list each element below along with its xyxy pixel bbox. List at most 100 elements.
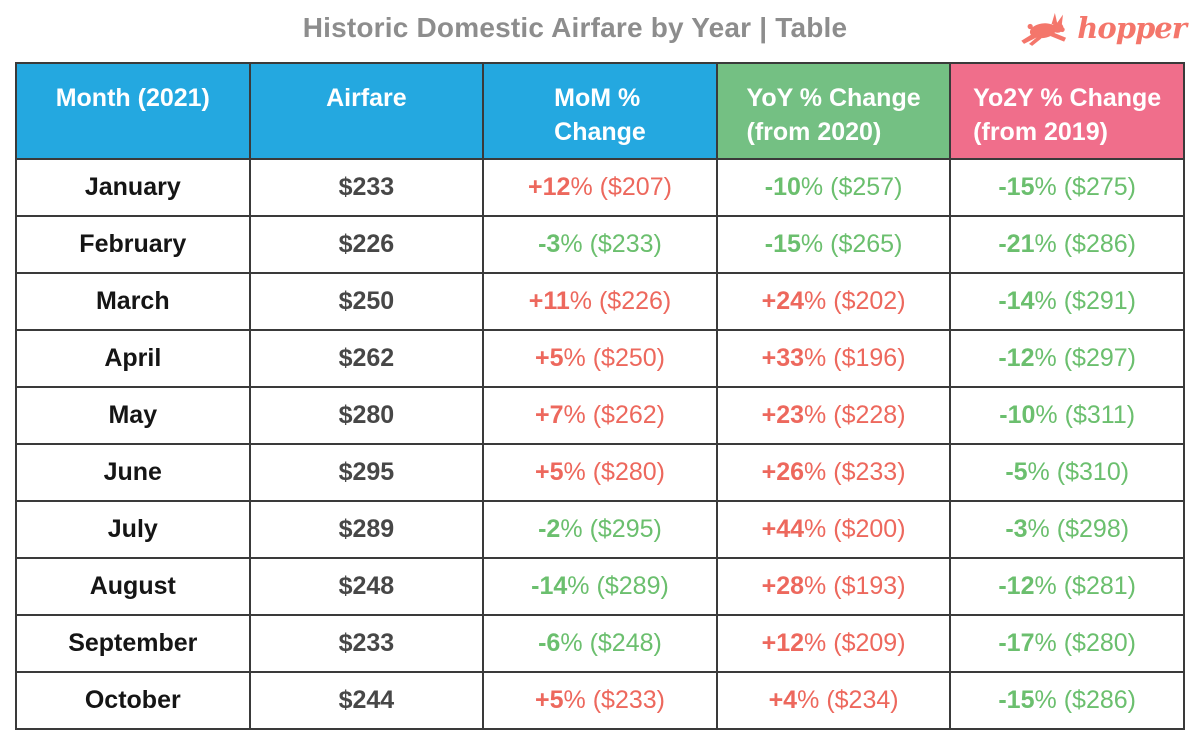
ref-value: ($228)	[833, 401, 906, 429]
ref-value: ($286)	[1063, 686, 1136, 714]
pct-value: +5	[534, 686, 564, 714]
table-row: January $233 +12% ($207) -10% ($257) -15%(…	[15, 158, 1185, 217]
pct-value: -15	[764, 230, 801, 258]
percent-sign: %	[1034, 230, 1057, 258]
pct-value: +12	[528, 173, 571, 201]
ref-value: ($207)	[599, 173, 672, 201]
pct-value: -15	[998, 173, 1035, 201]
table-header-row: Month (2021) Airfare MoM % Change YoY % …	[15, 62, 1185, 160]
month-cell: March	[15, 272, 251, 331]
mom-cell: +11% ($226)	[482, 272, 718, 331]
ref-value: ($275)	[1063, 173, 1136, 201]
month-cell: July	[15, 500, 251, 559]
yo2y-cell: -12% ($297)	[949, 329, 1185, 388]
percent-sign: %	[804, 458, 827, 486]
percent-sign: %	[560, 515, 583, 543]
pct-value: -17	[998, 629, 1035, 657]
percent-sign: %	[1034, 173, 1057, 201]
table-row: September $233 -6% ($248) +12% ($209) -17%…	[15, 614, 1185, 673]
pct-value: +7	[534, 401, 564, 429]
airfare-cell: $233	[248, 614, 485, 673]
pct-value: +24	[761, 287, 805, 315]
percent-sign: %	[563, 344, 586, 372]
percent-sign: %	[560, 629, 583, 657]
ref-value: ($233)	[833, 458, 906, 486]
pct-value: +5	[534, 458, 564, 486]
ref-value: ($257)	[830, 173, 903, 201]
ref-value: ($233)	[592, 686, 665, 714]
airfare-cell: $233	[248, 158, 485, 217]
pct-value: -6	[538, 629, 561, 657]
ref-value: ($202)	[833, 287, 906, 315]
mom-cell: +12% ($207)	[482, 158, 718, 217]
pct-value: -10	[764, 173, 801, 201]
pct-value: -14	[531, 572, 568, 600]
ref-value: ($248)	[589, 629, 662, 657]
percent-sign: %	[563, 401, 586, 429]
header-mom-change: MoM % Change	[482, 62, 718, 160]
rabbit-icon	[1019, 10, 1073, 50]
airfare-cell: $250	[248, 272, 485, 331]
percent-sign: %	[804, 344, 827, 372]
pct-value: +5	[534, 344, 564, 372]
yo2y-cell: -10% ($311)	[949, 386, 1185, 445]
pct-value: +33	[761, 344, 805, 372]
yoy-cell: +44% ($200)	[715, 500, 952, 559]
yo2y-cell: -14% ($291)	[949, 272, 1185, 331]
yo2y-cell: -3% ($298)	[949, 500, 1185, 559]
pct-value: -2	[538, 515, 561, 543]
pct-value: +44	[761, 515, 805, 543]
yoy-cell: +23% ($228)	[715, 386, 952, 445]
yoy-cell: +4% ($234)	[715, 671, 952, 730]
ref-value: ($233)	[589, 230, 662, 258]
airfare-cell: $289	[248, 500, 485, 559]
ref-value: ($295)	[589, 515, 662, 543]
pct-value: -14	[998, 287, 1035, 315]
ref-value: ($280)	[592, 458, 665, 486]
ref-value: ($297)	[1063, 344, 1136, 372]
percent-sign: %	[563, 458, 586, 486]
pct-value: +11	[528, 287, 570, 315]
table-row: June $295 +5% ($280) +26% ($233) -5% ($310)	[15, 443, 1185, 502]
percent-sign: %	[800, 230, 824, 258]
airfare-cell: $262	[248, 329, 485, 388]
ref-value: ($234)	[826, 686, 899, 714]
percent-sign: %	[797, 686, 820, 714]
ref-value: ($200)	[833, 515, 906, 543]
percent-sign: %	[1027, 515, 1050, 543]
ref-value: ($311)	[1064, 401, 1136, 429]
table-row: October $244 +5% ($233) +4% ($234) -15% ($2…	[15, 671, 1185, 730]
ref-value: ($281)	[1063, 572, 1136, 600]
mom-cell: +7% ($262)	[482, 386, 718, 445]
brand-name: hopper	[1077, 11, 1187, 45]
table-row: February $226 -3% ($233) -15% ($265) -21%(…	[15, 215, 1185, 274]
mom-cell: +5% ($280)	[482, 443, 718, 502]
percent-sign: %	[1034, 572, 1057, 600]
yoy-cell: +28% ($193)	[715, 557, 952, 616]
table-row: March $250 +11% ($226) +24% ($202) -14% ($2…	[15, 272, 1185, 331]
percent-sign: %	[563, 686, 586, 714]
pct-value: -21	[998, 230, 1035, 258]
month-cell: May	[15, 386, 251, 445]
ref-value: ($289)	[596, 572, 669, 600]
pct-value: +4	[768, 686, 798, 714]
yo2y-cell: -12% ($281)	[949, 557, 1185, 616]
yo2y-cell: -21% ($286)	[949, 215, 1185, 274]
yoy-cell: +12% ($209)	[715, 614, 952, 673]
month-cell: October	[15, 671, 251, 730]
percent-sign: %	[1027, 458, 1050, 486]
mom-cell: -6% ($248)	[482, 614, 718, 673]
yoy-cell: +24% ($202)	[715, 272, 952, 331]
airfare-table: Month (2021) Airfare MoM % Change YoY % …	[15, 62, 1185, 730]
table-row: July $289 -2% ($295) +44% ($200) -3% ($298)	[15, 500, 1185, 559]
month-cell: August	[15, 557, 251, 616]
hopper-logo: hopper	[1019, 10, 1187, 50]
percent-sign: %	[804, 287, 827, 315]
pct-value: -10	[999, 401, 1036, 429]
table-row: May $280 +7% ($262) +23% ($228) -10% ($311)	[15, 386, 1185, 445]
ref-value: ($298)	[1056, 515, 1130, 543]
month-cell: June	[15, 443, 251, 502]
month-cell: January	[15, 158, 251, 217]
percent-sign: %	[804, 629, 827, 657]
percent-sign: %	[800, 173, 824, 201]
